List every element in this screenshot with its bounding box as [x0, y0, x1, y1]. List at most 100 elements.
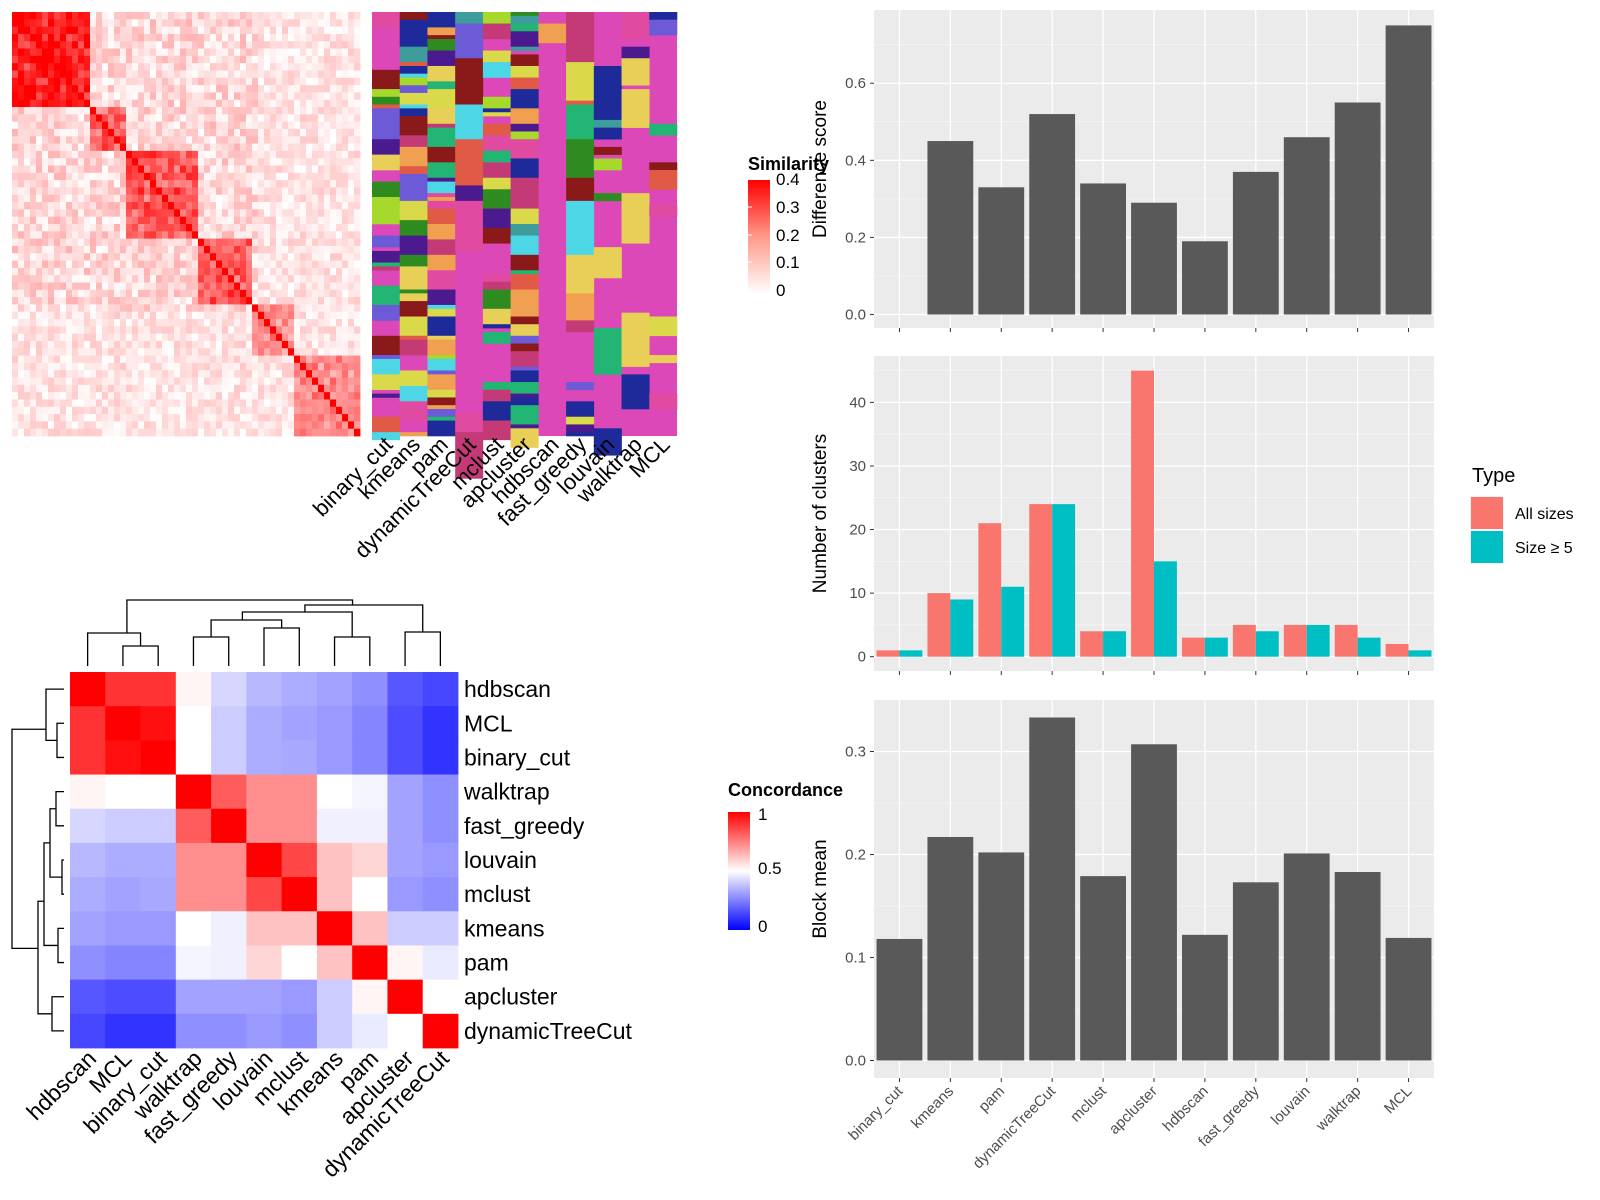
similarity-cell — [30, 406, 37, 415]
similarity-cell — [234, 275, 241, 283]
similarity-cell — [84, 55, 91, 64]
similarity-cell — [348, 370, 355, 378]
similarity-cell — [174, 85, 181, 93]
similarity-cell — [186, 48, 193, 57]
assignment-block — [621, 312, 650, 367]
similarity-cell — [192, 311, 199, 320]
similarity-cell — [312, 143, 319, 152]
similarity-cell — [204, 311, 211, 320]
similarity-cell — [66, 99, 73, 108]
similarity-cell — [30, 311, 37, 320]
similarity-cell — [234, 172, 241, 181]
similarity-cell — [204, 194, 211, 203]
similarity-cell — [126, 406, 133, 415]
similarity-cell — [234, 406, 241, 415]
similarity-cell — [90, 421, 97, 430]
similarity-cell — [348, 19, 355, 28]
similarity-cell — [252, 107, 259, 115]
similarity-cell — [180, 421, 187, 430]
similarity-cell — [210, 326, 217, 335]
similarity-cell — [210, 362, 217, 371]
similarity-cell — [354, 377, 361, 386]
similarity-cell — [18, 267, 25, 276]
similarity-cell — [186, 253, 193, 261]
similarity-cell — [84, 348, 91, 356]
similarity-cell — [180, 180, 187, 188]
similarity-cell — [120, 209, 127, 218]
similarity-cell — [216, 231, 223, 240]
similarity-cell — [312, 406, 319, 415]
similarity-cell — [204, 348, 211, 356]
similarity-cell — [324, 340, 331, 349]
similarity-cell — [228, 253, 235, 261]
similarity-cell — [216, 180, 223, 188]
similarity-cell — [180, 19, 187, 28]
similarity-cell — [300, 70, 307, 79]
similarity-cell — [186, 121, 193, 130]
similarity-cell — [252, 180, 259, 188]
similarity-cell — [240, 143, 247, 152]
similarity-cell — [96, 63, 103, 71]
similarity-cell — [78, 297, 85, 305]
similarity-cell — [78, 63, 85, 71]
similarity-cell — [198, 150, 205, 159]
similarity-cell — [324, 114, 331, 123]
similarity-cell — [102, 187, 109, 196]
similarity-cell — [336, 421, 343, 430]
similarity-cell — [282, 355, 289, 364]
similarity-cell — [150, 333, 157, 342]
similarity-cell — [198, 143, 205, 152]
similarity-cell — [222, 77, 229, 86]
similarity-cell — [198, 216, 205, 225]
similarity-cell — [108, 245, 115, 254]
similarity-cell — [300, 392, 307, 400]
similarity-cell — [252, 121, 259, 130]
similarity-cell — [342, 107, 349, 115]
similarity-cell — [264, 392, 271, 400]
similarity-cell — [210, 399, 217, 408]
similarity-cell — [126, 216, 133, 225]
similarity-cell — [84, 282, 91, 291]
similarity-cell — [204, 41, 211, 49]
similarity-cell — [156, 362, 163, 371]
similarity-cell — [258, 92, 265, 101]
similarity-cell — [54, 33, 61, 42]
similarity-cell — [186, 99, 193, 108]
similarity-cell — [258, 260, 265, 269]
y-tick-label: 0.3 — [845, 743, 866, 760]
similarity-cell — [174, 392, 181, 400]
similarity-cell — [84, 128, 91, 137]
similarity-cell — [60, 231, 67, 240]
assignment-block — [482, 308, 511, 325]
similarity-cell — [318, 414, 325, 422]
similarity-cell — [240, 428, 247, 437]
bar — [1283, 624, 1307, 657]
similarity-cell — [354, 194, 361, 203]
similarity-cell — [96, 128, 103, 137]
similarity-cell — [306, 377, 313, 386]
similarity-cell — [72, 19, 79, 28]
similarity-cell — [138, 333, 145, 342]
similarity-cell — [114, 289, 121, 298]
similarity-cell — [198, 231, 205, 240]
similarity-cell — [150, 26, 157, 35]
concordance-cell — [316, 945, 353, 981]
similarity-cell — [90, 216, 97, 225]
similarity-cell — [144, 165, 151, 174]
similarity-cell — [66, 150, 73, 159]
similarity-cell — [270, 282, 277, 291]
concordance-cell — [422, 911, 459, 946]
similarity-cell — [270, 180, 277, 188]
similarity-cell — [312, 41, 319, 49]
similarity-cell — [96, 92, 103, 101]
similarity-cell — [138, 150, 145, 159]
similarity-cell — [264, 143, 271, 152]
similarity-cell — [96, 165, 103, 174]
similarity-cell — [324, 311, 331, 320]
similarity-cell — [132, 77, 139, 86]
similarity-cell — [96, 187, 103, 196]
concordance-cell — [387, 672, 424, 707]
similarity-cell — [126, 121, 133, 130]
similarity-cell — [138, 158, 145, 166]
